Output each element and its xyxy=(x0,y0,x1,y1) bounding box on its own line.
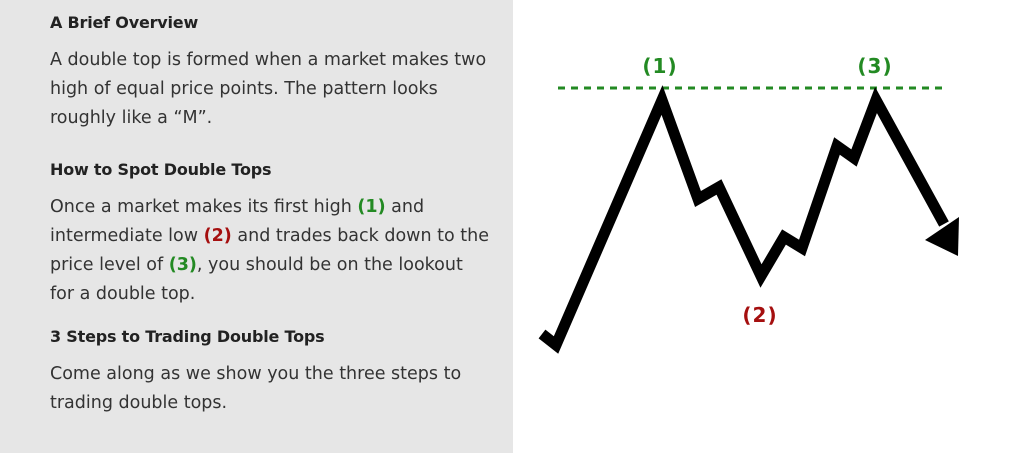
spot-mark-3: (3) xyxy=(168,255,197,275)
explanation-panel: A Brief Overview A double top is formed … xyxy=(0,0,513,453)
spot-heading: How to Spot Double Tops xyxy=(50,160,272,179)
label-second-high: (3) xyxy=(857,54,892,78)
spot-text-part: and intermediate low xyxy=(50,197,425,246)
spot-text-part: Once a market makes its first high xyxy=(50,197,358,217)
label-first-high: (1) xyxy=(642,54,677,78)
spot-mark-1: (1) xyxy=(357,197,386,217)
label-intermediate-low: (2) xyxy=(742,303,777,327)
price-zigzag-line xyxy=(538,85,949,354)
overview-heading: A Brief Overview xyxy=(50,13,199,32)
double-top-diagram: (1) (2) (3) xyxy=(538,54,959,354)
spot-text: Once a market makes its first high (1) a… xyxy=(50,193,490,309)
arrow-head-icon xyxy=(925,217,959,256)
steps-text: Come along as we show you the three step… xyxy=(50,364,462,413)
diagram-panel: (1) (2) (3) xyxy=(513,0,1024,453)
steps-heading: 3 Steps to Trading Double Tops xyxy=(50,327,325,346)
spot-text-part: , you should be on the lookout for a dou… xyxy=(50,255,463,304)
spot-mark-2: (2) xyxy=(203,226,232,246)
spot-text-part: and trades back down to the price level … xyxy=(50,226,489,275)
overview-text: A double top is formed when a market mak… xyxy=(50,50,487,128)
